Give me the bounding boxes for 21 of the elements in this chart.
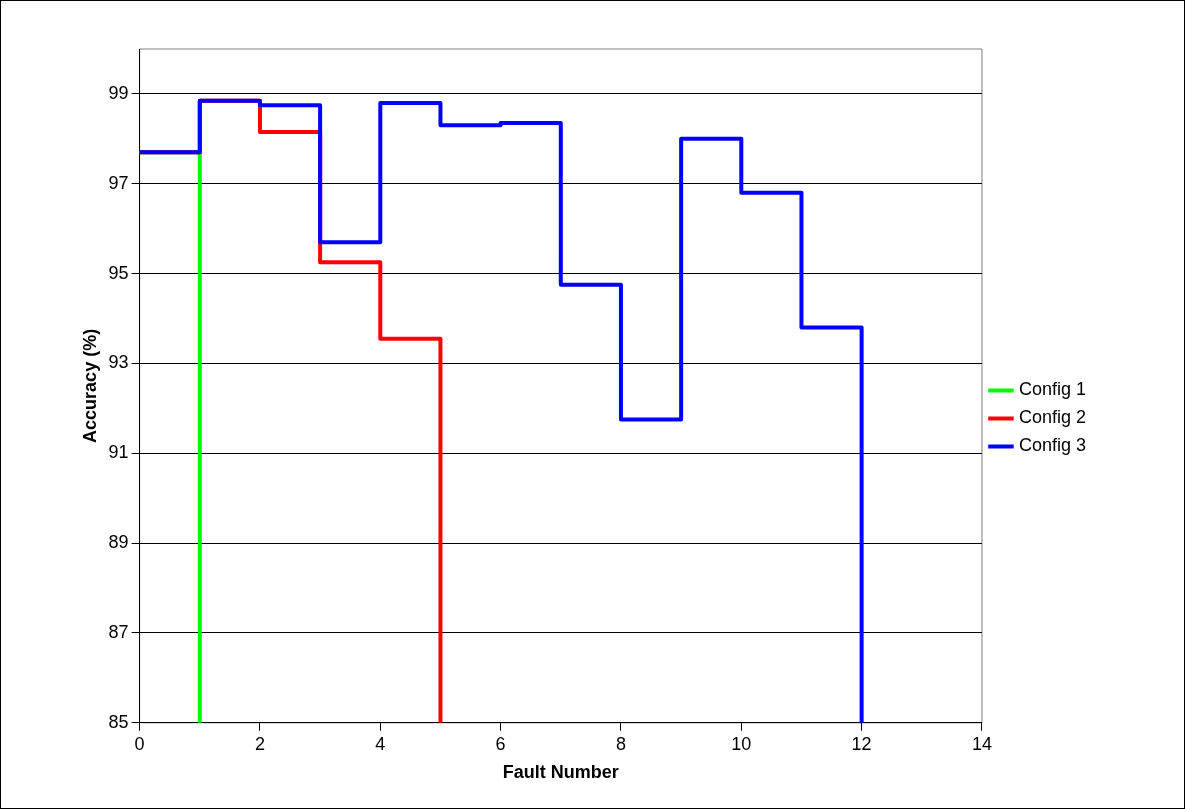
x-tick-label: 0 <box>134 733 145 754</box>
y-tick-label: 89 <box>108 532 129 553</box>
legend-label: Config 2 <box>1018 407 1086 428</box>
legend-label: Config 3 <box>1018 435 1086 456</box>
x-tick-label: 2 <box>254 733 265 754</box>
x-tick-label: 12 <box>851 733 872 754</box>
x-tick-label: 10 <box>731 733 752 754</box>
x-axis-title: Fault Number <box>502 762 619 783</box>
y-tick-label: 93 <box>108 352 129 373</box>
y-tick-label: 91 <box>108 442 129 463</box>
legend-label: Config 1 <box>1018 379 1086 400</box>
x-tick-label: 8 <box>615 733 626 754</box>
x-tick-label: 4 <box>375 733 386 754</box>
y-tick-label: 87 <box>108 621 129 642</box>
y-tick-label: 97 <box>108 172 129 193</box>
x-tick-label: 6 <box>495 733 506 754</box>
y-tick-label: 99 <box>108 82 129 103</box>
y-axis-title: Accuracy (%) <box>79 328 100 443</box>
x-tick-label: 14 <box>971 733 992 754</box>
y-tick-label: 95 <box>108 262 129 283</box>
y-tick-label: 85 <box>108 711 129 732</box>
